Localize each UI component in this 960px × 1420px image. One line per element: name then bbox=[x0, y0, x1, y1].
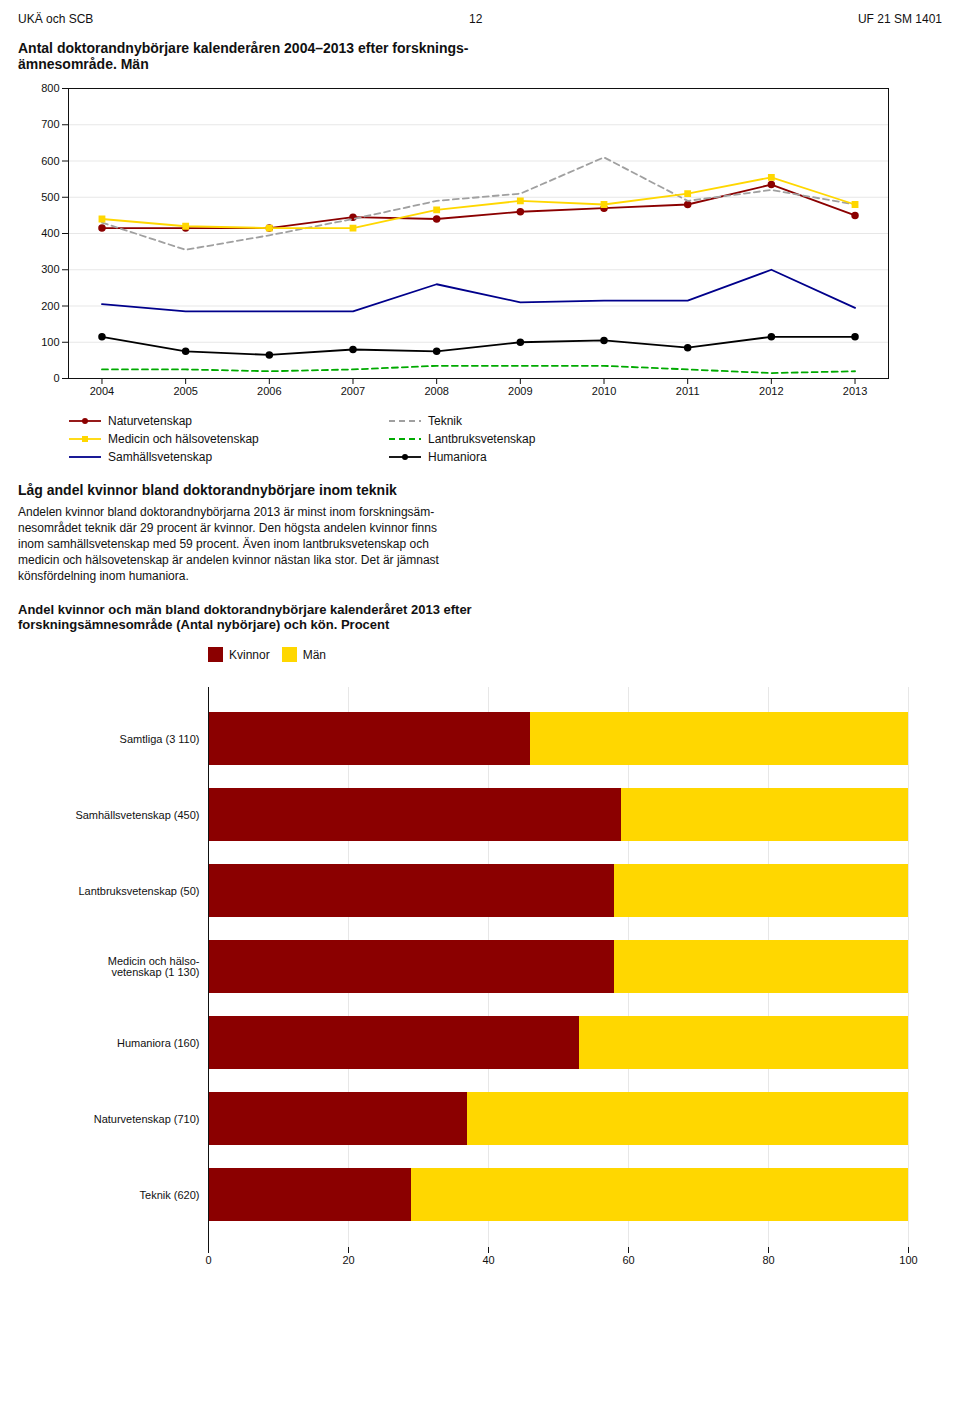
svg-text:Medicin och hälso-vetenskap (1: Medicin och hälso-vetenskap (1 130) bbox=[108, 955, 200, 978]
html-text:inom samhällsvetenskap med 59: inom samhällsvetenskap med 59 procent. Ä… bbox=[18, 537, 429, 551]
svg-text:100: 100 bbox=[899, 1254, 917, 1266]
svg-text:800: 800 bbox=[41, 82, 59, 94]
svg-text:500: 500 bbox=[41, 191, 59, 203]
html-text:Andel kvinnor och män bland do: Andel kvinnor och män bland doktorandnyb… bbox=[18, 602, 472, 632]
svg-text:80: 80 bbox=[762, 1254, 774, 1266]
svg-text:2005: 2005 bbox=[173, 385, 197, 397]
html-text:nesområdet teknik där 29 proce: nesområdet teknik där 29 procent är kvin… bbox=[18, 521, 437, 535]
svg-text:700: 700 bbox=[41, 118, 59, 130]
svg-text:Samtliga (3 110): Samtliga (3 110) bbox=[120, 733, 200, 745]
svg-text:100: 100 bbox=[41, 336, 59, 348]
svg-text:Naturvetenskap (710): Naturvetenskap (710) bbox=[94, 1113, 200, 1125]
html-text:Humaniora: Humaniora bbox=[428, 450, 487, 464]
svg-text:400: 400 bbox=[41, 227, 59, 239]
html-text:Män: Män bbox=[302, 647, 326, 662]
html-text:Medicin och hälsovetenskap: Medicin och hälsovetenskap bbox=[108, 432, 259, 446]
svg-text:2004: 2004 bbox=[90, 385, 114, 397]
svg-text:2013: 2013 bbox=[843, 385, 867, 397]
svg-text:300: 300 bbox=[41, 263, 59, 275]
svg-text:0: 0 bbox=[53, 372, 59, 384]
html-text:12: 12 bbox=[469, 12, 483, 26]
svg-text:Lantbruksvetenskap (50): Lantbruksvetenskap (50) bbox=[78, 885, 199, 897]
svg-text:2006: 2006 bbox=[257, 385, 281, 397]
svg-text:40: 40 bbox=[482, 1254, 494, 1266]
svg-text:2010: 2010 bbox=[592, 385, 616, 397]
html-text:Samhällsvetenskap: Samhällsvetenskap bbox=[108, 450, 213, 464]
html-text:medicin och hälsovetenskap är: medicin och hälsovetenskap är andelen kv… bbox=[18, 553, 439, 567]
svg-text:2008: 2008 bbox=[424, 385, 448, 397]
html-text:Teknik: Teknik bbox=[428, 414, 462, 428]
svg-text:600: 600 bbox=[41, 155, 59, 167]
html-text:Kvinnor: Kvinnor bbox=[229, 647, 270, 662]
svg-text:0: 0 bbox=[205, 1254, 211, 1266]
svg-text:2012: 2012 bbox=[759, 385, 783, 397]
html-text:UF 21 SM 1401: UF 21 SM 1401 bbox=[858, 12, 942, 26]
html-text:Naturvetenskap: Naturvetenskap bbox=[108, 414, 192, 428]
svg-text:Samhällsvetenskap (450): Samhällsvetenskap (450) bbox=[75, 809, 199, 821]
svg-text:200: 200 bbox=[41, 300, 59, 312]
html-text:könsfördelning inom humaniora.: könsfördelning inom humaniora. bbox=[18, 569, 189, 583]
html-text:Antal doktorandnybörjare kalen: Antal doktorandnybörjare kalenderåren 20… bbox=[18, 40, 469, 72]
svg-text:Teknik (620): Teknik (620) bbox=[140, 1189, 200, 1201]
html-text:Lantbruksvetenskap: Lantbruksvetenskap bbox=[428, 432, 536, 446]
html-text:Andelen kvinnor bland doktoran: Andelen kvinnor bland doktorandnybörjarn… bbox=[18, 505, 435, 519]
svg-text:20: 20 bbox=[342, 1254, 354, 1266]
svg-text:2011: 2011 bbox=[676, 385, 700, 397]
svg-text:Humaniora (160): Humaniora (160) bbox=[117, 1037, 200, 1049]
svg-text:2007: 2007 bbox=[341, 385, 365, 397]
svg-text:60: 60 bbox=[622, 1254, 634, 1266]
html-text:UKÄ och SCB: UKÄ och SCB bbox=[18, 12, 94, 26]
html-text:Låg andel kvinnor bland doktor: Låg andel kvinnor bland doktorandnybörja… bbox=[18, 482, 397, 498]
svg-text:2009: 2009 bbox=[508, 385, 532, 397]
